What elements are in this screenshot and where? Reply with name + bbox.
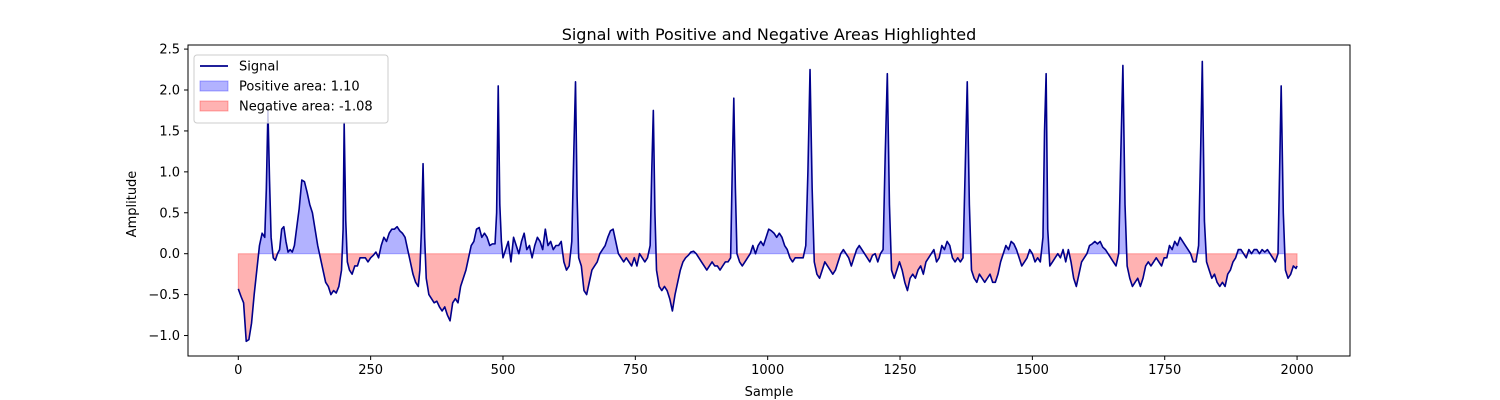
plot-frame [187, 44, 1351, 357]
y-axis-title: Amplitude [125, 171, 140, 238]
legend: Signal Positive area: 1.10 Negative area: … [193, 54, 389, 124]
x-tick-label: 1250 [883, 363, 916, 378]
legend-label: Positive area: 1.10 [239, 80, 360, 95]
y-tick-label: −0.5 [148, 288, 180, 303]
y-tick-label: 0.0 [159, 247, 180, 262]
x-tick-label: 1500 [1016, 363, 1049, 378]
y-tick-label: 1.0 [159, 165, 180, 180]
x-tick-label: 500 [491, 363, 516, 378]
legend-box [193, 54, 389, 124]
chart-title: Signal with Positive and Negative Areas … [562, 25, 977, 44]
plot-area: 0 250 500 750 1000 1250 1500 1750 2000 −1.0 −0.5 0.… [148, 43, 1351, 378]
x-axis-title: Sample [745, 385, 794, 400]
x-tick-label: 0 [234, 363, 242, 378]
x-tick-label: 2000 [1281, 363, 1314, 378]
y-tick-label: 0.5 [159, 206, 180, 221]
y-tick-label: 2.0 [159, 84, 180, 99]
legend-label: Signal [239, 60, 279, 75]
y-tick-label: 1.5 [159, 124, 180, 139]
x-tick-label: 750 [623, 363, 648, 378]
legend-label: Negative area: -1.08 [239, 100, 373, 115]
legend-swatch-negative [199, 100, 229, 112]
legend-swatch-positive [199, 80, 229, 92]
signal-line [237, 60, 1298, 343]
x-tick-label: 1000 [751, 363, 784, 378]
y-tick-label: 2.5 [159, 43, 180, 58]
x-tick-label: 250 [358, 363, 383, 378]
x-tick-label: 1750 [1148, 363, 1181, 378]
y-tick-label: −1.0 [148, 329, 180, 344]
